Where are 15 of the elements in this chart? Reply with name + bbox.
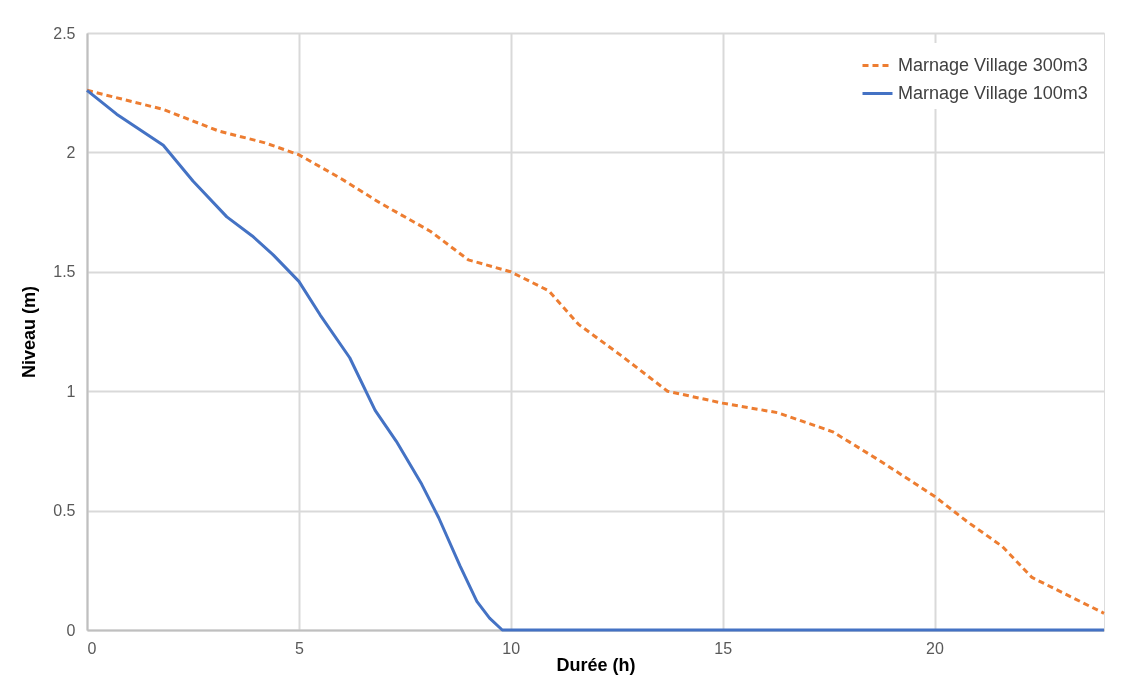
x-tick-label: 15	[714, 639, 733, 657]
x-tick-label: 10	[502, 639, 521, 657]
x-axis-title: Durée (h)	[556, 654, 636, 675]
y-tick-label: 1.5	[53, 263, 76, 281]
y-tick-label: 0.5	[53, 502, 76, 520]
y-tick-label: 2	[66, 143, 76, 161]
y-tick-label: 2.5	[53, 24, 76, 42]
x-tick-label: 5	[294, 639, 304, 657]
x-tick-label: 0	[87, 639, 97, 657]
legend-label: Marnage Village 100m3	[898, 82, 1088, 103]
y-tick-label: 1	[66, 382, 76, 400]
legend-label: Marnage Village 300m3	[898, 54, 1088, 75]
y-tick-label: 0	[66, 621, 76, 639]
y-axis-title: Niveau (m)	[19, 285, 40, 379]
x-tick-label: 20	[926, 639, 944, 657]
